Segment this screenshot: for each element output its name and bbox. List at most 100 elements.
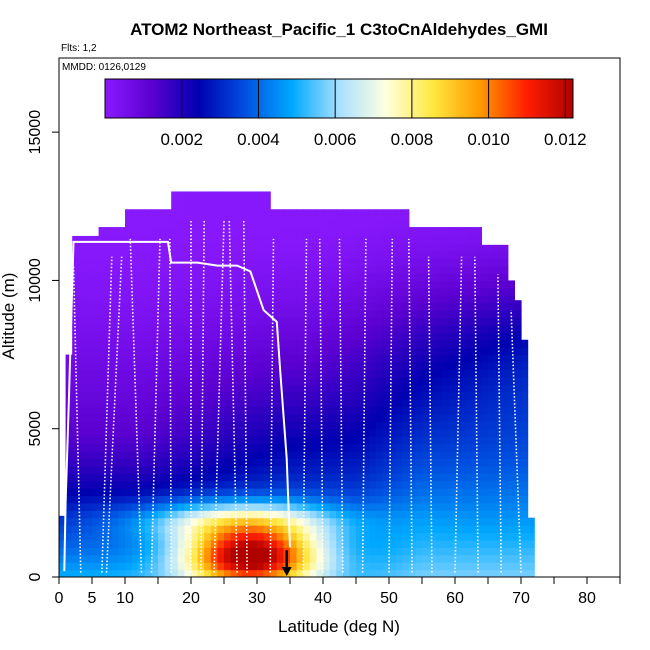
- heatmap-cell: [422, 450, 430, 459]
- heatmap-cell: [494, 413, 502, 422]
- heatmap-cell: [461, 332, 469, 341]
- heatmap-cell: [494, 450, 502, 459]
- heatmap-cell: [131, 384, 139, 393]
- heatmap-cell: [263, 458, 271, 467]
- heatmap-cell: [290, 436, 298, 445]
- heatmap-cell: [455, 250, 463, 259]
- heatmap-cell: [131, 273, 139, 282]
- heatmap-cell: [494, 258, 502, 267]
- heatmap-cell: [105, 295, 113, 304]
- heatmap-cell: [85, 324, 93, 333]
- heatmap-cell: [402, 250, 410, 259]
- heatmap-cell: [131, 258, 139, 267]
- heatmap-cell: [461, 287, 469, 296]
- heatmap-cell: [164, 213, 172, 222]
- x-axis-label: Latitude (deg N): [278, 617, 400, 636]
- heatmap-cell: [474, 495, 482, 504]
- heatmap-cell: [217, 406, 225, 415]
- heatmap-cell: [349, 406, 357, 415]
- heatmap-cell: [455, 369, 463, 378]
- heatmap-cell: [336, 495, 344, 504]
- heatmap-cell: [164, 450, 172, 459]
- dates-label: MMDD: 0126,0129: [62, 62, 146, 73]
- heatmap-cell: [521, 562, 529, 571]
- vertical-profile: [105, 256, 123, 573]
- heatmap-cell: [111, 517, 119, 526]
- heatmap-cell: [402, 243, 410, 252]
- heatmap-cell: [263, 243, 271, 252]
- heatmap-cell: [237, 421, 245, 430]
- heatmap-cell: [422, 302, 430, 311]
- heatmap-cell: [270, 339, 278, 348]
- heatmap-cell: [428, 295, 436, 304]
- heatmap-cell: [171, 399, 179, 408]
- heatmap-cell: [290, 273, 298, 282]
- heatmap-cell: [494, 391, 502, 400]
- heatmap-cell: [184, 206, 192, 215]
- x-tick-label: 70: [512, 590, 530, 607]
- heatmap-cell: [237, 339, 245, 348]
- heatmap-cell: [362, 384, 370, 393]
- heatmap-cell: [276, 250, 284, 259]
- heatmap-cell: [309, 473, 317, 482]
- heatmap-cell: [474, 258, 482, 267]
- heatmap-cell: [171, 198, 179, 207]
- heatmap-cell: [283, 265, 291, 274]
- heatmap-cell: [389, 228, 397, 237]
- heatmap-cell: [474, 243, 482, 252]
- heatmap-cell: [164, 547, 172, 556]
- heatmap-cell: [276, 547, 284, 556]
- heatmap-cell: [270, 324, 278, 333]
- heatmap-cell: [514, 302, 522, 311]
- heatmap-cell: [501, 273, 509, 282]
- heatmap-cell: [197, 443, 205, 452]
- heatmap-cell: [375, 465, 383, 474]
- heatmap-cell: [455, 354, 463, 363]
- heatmap-cell: [303, 554, 311, 563]
- heatmap-cell: [197, 198, 205, 207]
- heatmap-cell: [204, 361, 212, 370]
- heatmap-cell: [375, 235, 383, 244]
- heatmap-cell: [151, 332, 159, 341]
- heatmap-cell: [85, 332, 93, 341]
- heatmap-cell: [389, 547, 397, 556]
- heatmap-cell: [356, 495, 364, 504]
- heatmap-cell: [448, 287, 456, 296]
- heatmap-cell: [448, 517, 456, 526]
- heatmap-cell: [105, 399, 113, 408]
- heatmap-cell: [98, 235, 106, 244]
- heatmap-cell: [78, 243, 86, 252]
- heatmap-cell: [171, 502, 179, 511]
- heatmap-cell: [296, 384, 304, 393]
- heatmap-cell: [276, 532, 284, 541]
- heatmap-cell: [250, 450, 258, 459]
- heatmap-cell: [323, 258, 331, 267]
- heatmap-cell: [382, 250, 390, 259]
- heatmap-cell: [138, 310, 146, 319]
- heatmap-cell: [59, 562, 67, 571]
- heatmap-cell: [474, 480, 482, 489]
- heatmap-cell: [303, 458, 311, 467]
- heatmap-cell: [151, 280, 159, 289]
- heatmap-cell: [204, 310, 212, 319]
- heatmap-cell: [342, 450, 350, 459]
- heatmap-cell: [408, 243, 416, 252]
- heatmap-cell: [177, 480, 185, 489]
- heatmap-cell: [270, 569, 278, 577]
- heatmap-cell: [474, 391, 482, 400]
- heatmap-cell: [342, 302, 350, 311]
- heatmap-cell: [488, 539, 496, 548]
- heatmap-cell: [171, 465, 179, 474]
- heatmap-cell: [362, 302, 370, 311]
- heatmap-cell: [448, 502, 456, 511]
- heatmap-cell: [217, 191, 225, 200]
- heatmap-cell: [501, 428, 509, 437]
- heatmap-cell: [375, 250, 383, 259]
- heatmap-cell: [270, 213, 278, 222]
- heatmap-cell: [85, 265, 93, 274]
- heatmap-cell: [336, 525, 344, 534]
- heatmap-cell: [204, 502, 212, 511]
- heatmap-cell: [85, 302, 93, 311]
- heatmap-cell: [217, 243, 225, 252]
- heatmap-cell: [527, 562, 535, 571]
